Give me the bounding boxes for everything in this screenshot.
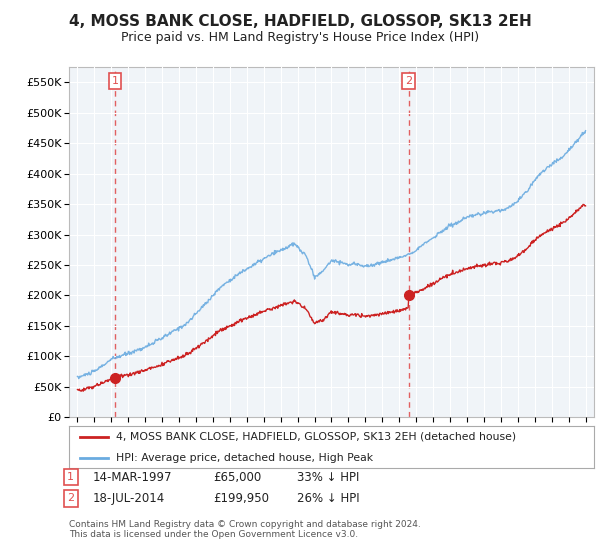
Text: 14-MAR-1997: 14-MAR-1997 [93, 470, 173, 484]
Text: £199,950: £199,950 [213, 492, 269, 505]
Text: 18-JUL-2014: 18-JUL-2014 [93, 492, 165, 505]
Text: 2: 2 [405, 76, 412, 86]
Text: 4, MOSS BANK CLOSE, HADFIELD, GLOSSOP, SK13 2EH (detached house): 4, MOSS BANK CLOSE, HADFIELD, GLOSSOP, S… [116, 432, 517, 442]
Text: 1: 1 [67, 472, 74, 482]
Text: 4, MOSS BANK CLOSE, HADFIELD, GLOSSOP, SK13 2EH: 4, MOSS BANK CLOSE, HADFIELD, GLOSSOP, S… [68, 14, 532, 29]
Text: 1: 1 [112, 76, 118, 86]
Text: 33% ↓ HPI: 33% ↓ HPI [297, 470, 359, 484]
Text: £65,000: £65,000 [213, 470, 261, 484]
Text: Contains HM Land Registry data © Crown copyright and database right 2024.: Contains HM Land Registry data © Crown c… [69, 520, 421, 529]
Text: This data is licensed under the Open Government Licence v3.0.: This data is licensed under the Open Gov… [69, 530, 358, 539]
Text: 26% ↓ HPI: 26% ↓ HPI [297, 492, 359, 505]
Text: 2: 2 [67, 493, 74, 503]
Text: Price paid vs. HM Land Registry's House Price Index (HPI): Price paid vs. HM Land Registry's House … [121, 31, 479, 44]
Text: HPI: Average price, detached house, High Peak: HPI: Average price, detached house, High… [116, 454, 373, 463]
